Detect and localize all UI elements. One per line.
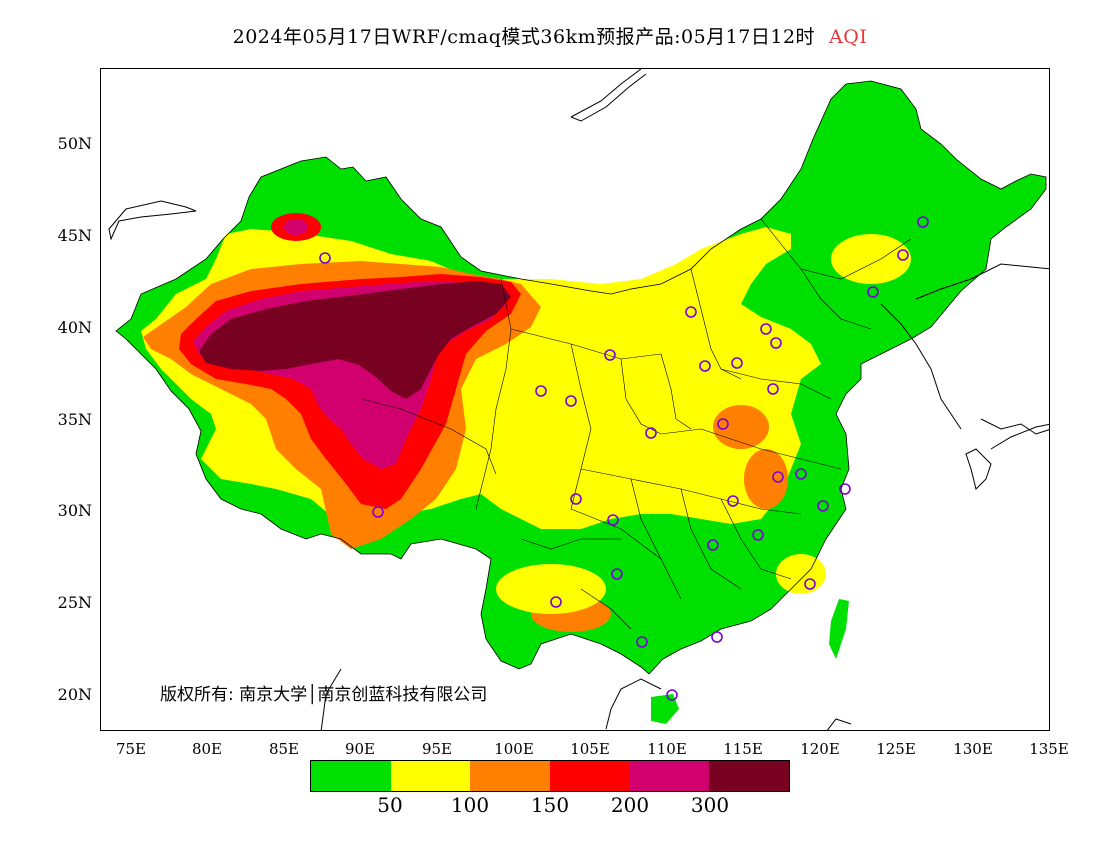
lon-tick-135e: 135E — [1029, 740, 1069, 758]
aqi-map — [108, 69, 1049, 730]
map-frame — [100, 68, 1050, 731]
lon-tick-110e: 110E — [647, 740, 687, 758]
aqi-maroon-zone — [199, 281, 511, 399]
lat-tick-25n: 25N — [57, 593, 92, 612]
legend-swatch-maroon — [709, 761, 790, 791]
aqi-orange-patch-east — [713, 405, 769, 449]
lon-tick-115e: 115E — [723, 740, 763, 758]
aqi-yellow-patch-south — [496, 564, 606, 614]
aqi-yellow-patch-northeast — [831, 234, 911, 284]
aqi-orange-patch-central — [744, 449, 788, 509]
lon-tick-90e: 90E — [344, 740, 376, 758]
map-title: 2024年05月17日WRF/cmaq模式36km预报产品:05月17日12时 A… — [0, 22, 1100, 49]
province-borders — [360, 218, 912, 630]
lon-tick-100e: 100E — [494, 740, 534, 758]
lon-tick-80e: 80E — [191, 740, 223, 758]
legend-swatch-yellow — [390, 761, 471, 791]
lon-tick-95e: 95E — [421, 740, 453, 758]
aqi-yellow-patch-southeast — [776, 554, 826, 594]
legend-label-150: 150 — [530, 793, 570, 817]
lat-tick-45n: 45N — [57, 226, 92, 245]
taiwan-island — [829, 599, 849, 659]
lat-tick-20n: 20N — [57, 685, 92, 704]
hainan-island — [651, 694, 679, 724]
aqi-color-legend — [310, 760, 790, 792]
variable-label: AQI — [829, 26, 868, 48]
lon-tick-120e: 120E — [800, 740, 840, 758]
station-markers — [319, 216, 929, 701]
lon-tick-130e: 130E — [953, 740, 993, 758]
aqi-hotspot-north-core — [284, 219, 308, 235]
china-border — [115, 80, 1047, 675]
legend-swatch-orange — [470, 761, 551, 791]
copyright-notice: 版权所有: 南京大学│南京创蓝科技有限公司 — [160, 685, 488, 705]
legend-label-100: 100 — [450, 793, 490, 817]
legend-label-200: 200 — [610, 793, 650, 817]
legend-swatch-magenta — [629, 761, 710, 791]
legend-label-50: 50 — [377, 793, 403, 817]
title-text: 2024年05月17日WRF/cmaq模式36km预报产品:05月17日12时 — [232, 26, 816, 48]
lon-tick-75e: 75E — [115, 740, 147, 758]
legend-label-300: 300 — [690, 793, 730, 817]
lon-tick-85e: 85E — [268, 740, 300, 758]
legend-swatch-red — [550, 761, 630, 791]
lat-tick-35n: 35N — [57, 410, 92, 429]
lat-tick-30n: 30N — [57, 501, 92, 520]
lat-tick-50n: 50N — [57, 134, 92, 153]
lat-tick-40n: 40N — [57, 318, 92, 337]
lon-tick-105e: 105E — [570, 740, 610, 758]
legend-swatch-green — [311, 761, 391, 791]
lon-tick-125e: 125E — [876, 740, 916, 758]
neighbor-coastlines — [108, 69, 1049, 730]
